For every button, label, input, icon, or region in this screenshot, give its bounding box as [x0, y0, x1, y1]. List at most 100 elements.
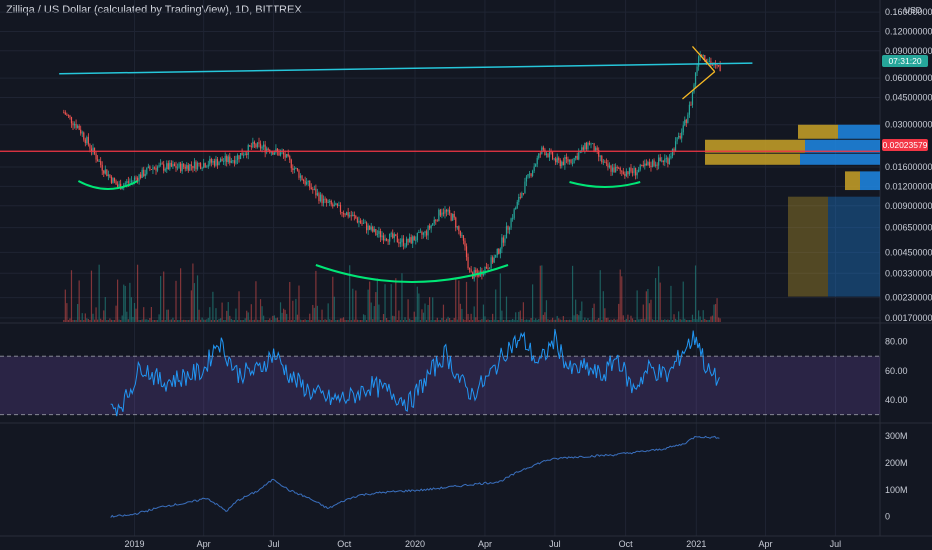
volume-bar	[181, 319, 183, 322]
volume-bar	[638, 319, 640, 322]
candle-body	[298, 170, 300, 178]
volume-bar	[396, 320, 398, 322]
candle-body	[90, 148, 93, 152]
volume-bar	[682, 281, 684, 322]
volume-bar	[656, 320, 658, 322]
candle-body	[694, 72, 697, 85]
price-candles	[63, 51, 721, 282]
volume-bar	[366, 319, 368, 322]
volume-bar	[367, 289, 369, 322]
candle-body	[301, 175, 303, 181]
volume-bar	[256, 319, 259, 322]
volume-bar	[135, 308, 137, 322]
volume-bar	[495, 289, 497, 322]
volume-bar	[302, 320, 305, 322]
volume-bar	[98, 264, 100, 322]
volume-bar	[178, 319, 180, 322]
candle-body	[243, 154, 245, 156]
candle-body	[582, 147, 584, 150]
candle-body	[462, 235, 465, 241]
volume-bar	[684, 318, 686, 322]
candle-body	[89, 144, 91, 149]
candle-body	[616, 166, 618, 168]
volume-bar	[659, 282, 661, 322]
candle-body	[418, 231, 420, 233]
candle-body	[505, 226, 508, 239]
volume-bar	[304, 319, 306, 322]
candle-body	[112, 177, 114, 183]
volume-bar	[395, 278, 397, 322]
volume-bar	[458, 280, 460, 322]
candle-body	[152, 167, 154, 170]
volume-bar	[685, 320, 687, 322]
candle-body	[339, 205, 342, 213]
volume-bar	[307, 319, 309, 322]
candle-body	[673, 148, 675, 152]
volume-bar	[436, 317, 438, 322]
candle-body	[404, 245, 406, 247]
volume-bar	[611, 319, 614, 322]
candle-body	[143, 169, 145, 177]
candle-body	[67, 114, 70, 116]
candle-body	[175, 166, 177, 169]
volume-bar	[235, 308, 237, 322]
profile-blue-bar	[805, 139, 880, 153]
drawing-tools[interactable]	[0, 46, 880, 283]
candle-body	[644, 163, 646, 167]
volume-bar	[195, 319, 197, 322]
volume-bar	[258, 319, 260, 322]
x-tick-label: Apr	[197, 539, 211, 549]
candle-body	[356, 218, 358, 223]
candle-body	[444, 209, 446, 214]
candle-body	[461, 235, 463, 236]
candle-body	[702, 55, 704, 56]
volume-bar	[496, 319, 498, 322]
candle-body	[341, 212, 343, 213]
volume-bar	[249, 319, 251, 322]
candle-body	[115, 181, 117, 185]
candle-body	[412, 236, 414, 244]
candle-body	[344, 214, 346, 216]
volume-bar	[399, 319, 402, 322]
volume-bar	[693, 319, 695, 322]
candle-body	[711, 64, 714, 66]
candle-body	[256, 142, 259, 148]
candle-body	[349, 215, 351, 217]
volume-bar	[570, 319, 572, 322]
volume-bar	[187, 320, 189, 322]
candle-body	[144, 173, 146, 177]
rsi-tick-label: 60.00	[885, 366, 908, 376]
volume-bar	[361, 319, 363, 322]
volume-bar	[158, 314, 160, 322]
volume-bar	[545, 300, 548, 322]
volume-bar	[224, 319, 226, 322]
candle-body	[282, 152, 285, 155]
candle-body	[661, 160, 663, 162]
volume-bar	[69, 318, 71, 322]
candle-body	[487, 268, 489, 269]
volume-bar	[313, 307, 315, 322]
candle-body	[250, 146, 252, 148]
candle-body	[352, 214, 354, 217]
candle-body	[439, 209, 441, 216]
volume-bar	[272, 315, 274, 322]
volume-bar	[438, 319, 440, 322]
volume-bar	[553, 319, 555, 322]
volume-bar	[473, 306, 475, 322]
candle-body	[316, 193, 319, 196]
candle-body	[450, 213, 452, 221]
volume-bar	[170, 319, 172, 322]
volume-bar	[124, 285, 126, 322]
candle-body	[653, 160, 655, 166]
candle-body	[650, 165, 652, 168]
candle-body	[322, 198, 325, 204]
volume-bar	[505, 296, 508, 322]
candle-body	[562, 161, 564, 166]
candle-body	[648, 162, 651, 166]
candle-body	[452, 213, 454, 221]
candle-body	[87, 137, 89, 145]
volume-bar	[679, 319, 681, 322]
volume-bar	[550, 319, 552, 322]
volume-bar	[435, 319, 437, 322]
